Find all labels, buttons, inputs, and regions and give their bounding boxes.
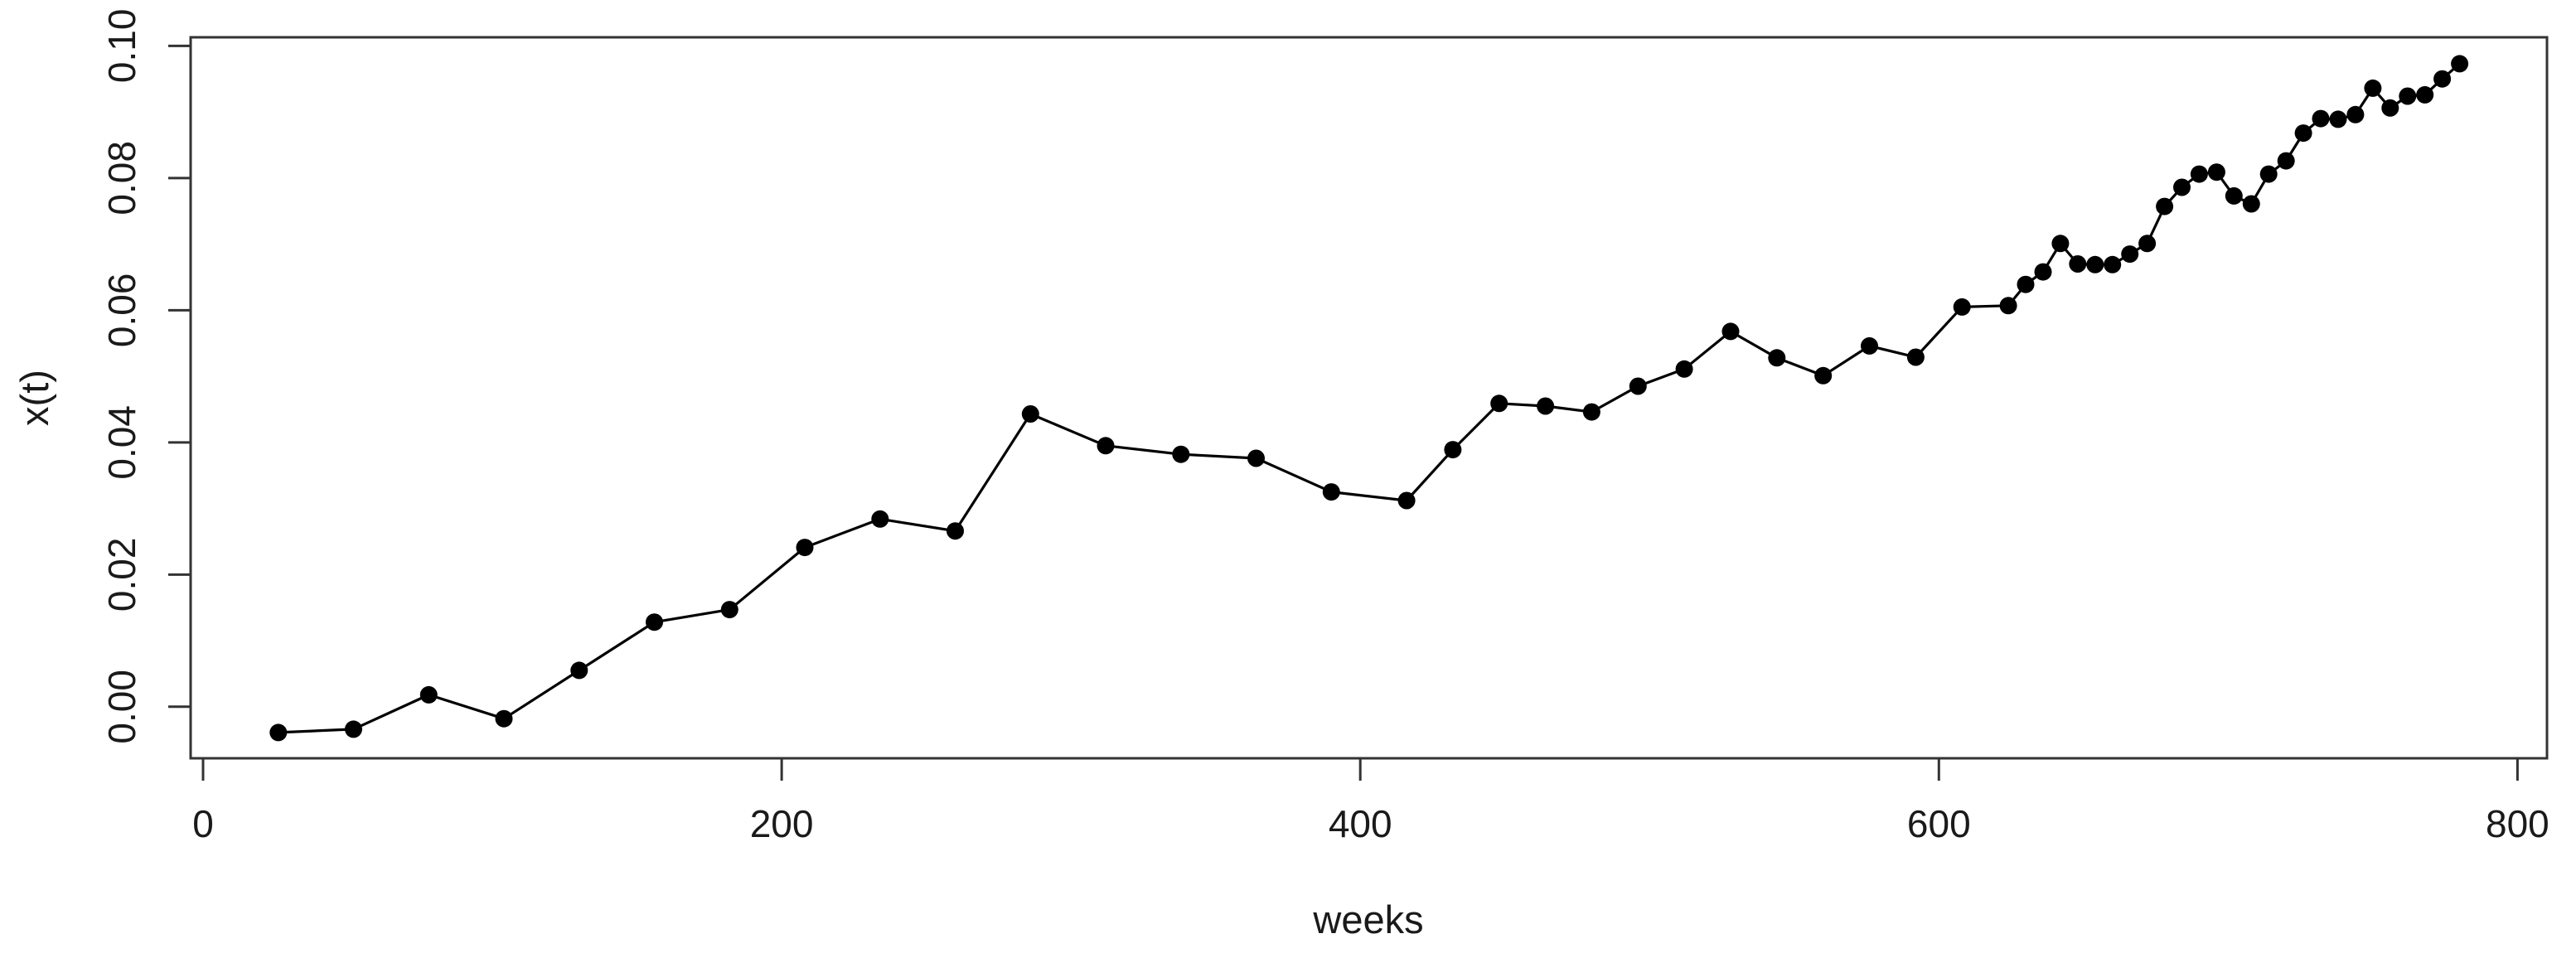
data-point (2190, 165, 2208, 183)
x-axis-ticks (201, 758, 2519, 781)
y-tick-label: 0.00 (100, 670, 143, 744)
data-point (2207, 163, 2225, 181)
data-point (2225, 186, 2243, 205)
data-point (796, 539, 814, 557)
data-point (1322, 483, 1340, 501)
data-point (2259, 165, 2278, 183)
y-axis-tick-labels: 0.00 0.02 0.04 0.06 0.08 0.10 (100, 9, 143, 744)
data-point (495, 709, 513, 728)
data-point (1768, 349, 1786, 367)
x-axis-tick-labels: 0 200 400 600 800 (192, 802, 2549, 845)
data-point (1953, 298, 1971, 316)
data-point (2173, 178, 2191, 196)
data-point (720, 601, 738, 619)
data-point (2121, 245, 2139, 264)
data-point (2312, 109, 2330, 128)
data-point (947, 522, 964, 540)
data-point (2069, 255, 2087, 273)
x-axis-title: weeks (1312, 898, 1423, 941)
x-tick-label: 600 (1907, 802, 1971, 845)
x-tick-label: 400 (1329, 802, 1392, 845)
data-point (570, 661, 588, 680)
data-point (1675, 360, 1693, 378)
data-point (269, 723, 288, 742)
data-point (1721, 322, 1740, 341)
data-point (2399, 87, 2417, 105)
data-point (1021, 405, 1039, 423)
data-point (2346, 105, 2365, 123)
y-axis-title: x(t) (12, 370, 56, 426)
data-point (1397, 491, 1416, 510)
data-point (2294, 124, 2312, 143)
data-point (1490, 394, 1508, 413)
data-point (2104, 255, 2122, 273)
data-point (2086, 255, 2104, 273)
data-point (2138, 235, 2157, 253)
y-tick-label: 0.02 (100, 538, 143, 612)
data-point (1537, 397, 1555, 415)
data-point (2381, 99, 2399, 117)
data-point (1906, 348, 1925, 366)
data-point (2277, 152, 2295, 170)
data-point (1999, 297, 2017, 315)
data-point (345, 720, 362, 738)
data-point (2034, 263, 2052, 281)
data-point (871, 510, 889, 528)
data-point (2329, 110, 2347, 128)
data-point (1629, 377, 1647, 395)
data-point (1097, 437, 1115, 455)
data-point (2416, 85, 2434, 104)
data-series (269, 55, 2469, 742)
x-tick-label: 200 (750, 802, 814, 845)
data-point (2451, 55, 2469, 73)
data-point (2242, 195, 2260, 213)
y-tick-label: 0.04 (100, 405, 143, 480)
data-point (1814, 366, 1833, 385)
y-axis-ticks (168, 44, 191, 709)
data-point (2051, 235, 2070, 253)
data-point (2156, 197, 2174, 215)
data-point (1582, 403, 1600, 421)
data-point (1172, 445, 1190, 463)
data-point (1444, 441, 1462, 459)
y-tick-label: 0.10 (100, 9, 143, 84)
plot-frame (189, 36, 2549, 760)
series-line (277, 62, 2462, 734)
x-tick-label: 800 (2486, 802, 2549, 845)
data-point (2017, 275, 2035, 293)
data-point (1861, 336, 1878, 355)
data-point (2433, 70, 2452, 88)
x-tick-label: 0 (192, 802, 214, 845)
data-point (419, 685, 438, 704)
y-tick-label: 0.08 (100, 141, 143, 215)
data-point (2364, 79, 2382, 97)
y-tick-label: 0.06 (100, 273, 143, 348)
data-point (646, 613, 663, 631)
data-point (1247, 449, 1265, 467)
